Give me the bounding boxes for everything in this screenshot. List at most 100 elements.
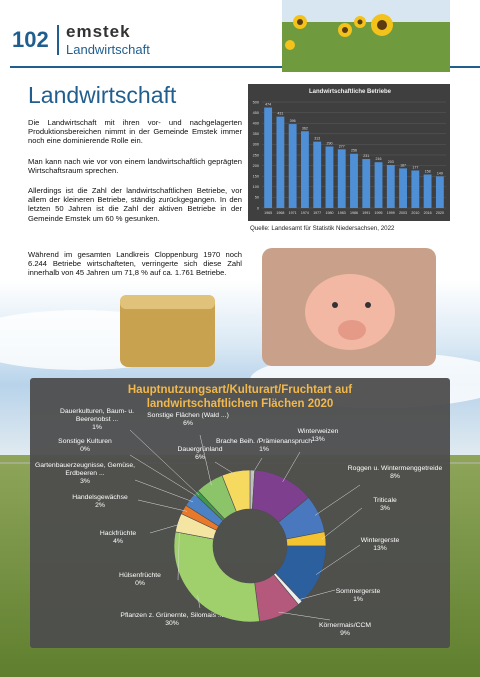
paragraph: Während im gesamten Landkreis Cloppenbur… bbox=[28, 250, 242, 278]
segment-label: Sonstige Flächen (Wald ...) 6% bbox=[133, 412, 243, 428]
source: Quelle: Landesamt für Statistik Niedersa… bbox=[250, 225, 395, 232]
segment-label: Hackfrüchte 4% bbox=[63, 530, 173, 546]
x-tick-label: 1974 bbox=[301, 211, 309, 215]
x-tick-label: 2003 bbox=[399, 211, 407, 215]
segment-value: 4% bbox=[113, 538, 123, 546]
bar bbox=[362, 159, 371, 208]
segment-label: Pflanzen z. Grünernte, Silomais ... 30% bbox=[117, 612, 227, 628]
x-tick-label: 1991 bbox=[362, 211, 370, 215]
value-label: 187 bbox=[400, 163, 406, 167]
segment-label: Handelsgewächse 2% bbox=[45, 494, 155, 510]
segment-name: Triticale bbox=[373, 497, 397, 504]
bar bbox=[264, 107, 273, 208]
segment-value: 13% bbox=[311, 436, 325, 444]
bar bbox=[276, 116, 285, 208]
x-tick-label: 1977 bbox=[313, 211, 321, 215]
segment-value: 13% bbox=[373, 545, 387, 553]
x-tick-label: 1986 bbox=[350, 211, 358, 215]
x-tick-label: 2016 bbox=[424, 211, 432, 215]
x-tick-label: 1995 bbox=[375, 211, 383, 215]
leader-line bbox=[297, 589, 336, 601]
segment-label: Wintergerste 13% bbox=[325, 537, 435, 553]
value-label: 256 bbox=[351, 149, 357, 153]
value-label: 177 bbox=[412, 165, 418, 169]
segment-value: 9% bbox=[340, 630, 350, 638]
segment-label: Dauerkulturen, Baum- u. Beerenobst ... 1% bbox=[42, 408, 152, 433]
x-tick-label: 1971 bbox=[289, 211, 297, 215]
y-tick-label: 350 bbox=[253, 132, 259, 136]
value-label: 362 bbox=[302, 126, 308, 130]
leader-line bbox=[214, 461, 237, 476]
segment-name: Sonstige Kulturen bbox=[58, 438, 112, 445]
leader-line bbox=[199, 434, 212, 486]
x-tick-label: 2010 bbox=[411, 211, 419, 215]
y-tick-label: 150 bbox=[253, 175, 259, 179]
value-label: 313 bbox=[314, 137, 320, 141]
value-label: 149 bbox=[437, 171, 443, 175]
segment-value: 2% bbox=[95, 502, 105, 510]
y-tick-label: 250 bbox=[253, 153, 259, 157]
donut-chart-panel bbox=[30, 378, 450, 648]
segment-label: Roggen u. Wintermenggetreide 8% bbox=[340, 465, 450, 481]
bar bbox=[350, 153, 358, 208]
y-tick-label: 100 bbox=[253, 185, 259, 189]
bar bbox=[386, 164, 395, 208]
value-label: 203 bbox=[388, 160, 394, 164]
leader-line bbox=[129, 429, 200, 496]
value-label: 277 bbox=[339, 144, 345, 148]
bar bbox=[399, 168, 407, 208]
leader-line bbox=[278, 611, 331, 621]
segment-value: 1% bbox=[353, 596, 363, 604]
segment-label: Winterweizen 13% bbox=[263, 428, 373, 444]
segment-name: Gartenbauerzeugnisse, Gemüse, Erdbeeren … bbox=[34, 462, 136, 478]
y-tick-label: 500 bbox=[253, 100, 259, 104]
segment-label: Sonstige Kulturen 0% bbox=[30, 438, 140, 454]
paragraph: Die Landwirtschaft mit ihren vor- und na… bbox=[28, 118, 242, 146]
donut-chart-title: Hauptnutzungsart/Kulturart/Fruchtart auf… bbox=[127, 384, 353, 410]
segment-name: Hackfrüchte bbox=[99, 530, 137, 537]
y-tick-label: 0 bbox=[257, 206, 259, 210]
bar bbox=[325, 146, 334, 208]
segment-name: Sonstige Flächen (Wald ...) bbox=[147, 412, 229, 419]
leader-line bbox=[252, 457, 263, 475]
leader-line bbox=[134, 479, 194, 503]
value-label: 290 bbox=[326, 142, 332, 146]
bar bbox=[313, 141, 322, 208]
article-title: Landwirtschaft bbox=[28, 82, 177, 108]
leader-line bbox=[315, 484, 361, 516]
segment-value: 1% bbox=[259, 446, 269, 454]
segment-value: 3% bbox=[380, 505, 390, 513]
segment-value: 6% bbox=[195, 454, 205, 462]
segment-value: 3% bbox=[80, 478, 90, 486]
sunflowers bbox=[285, 14, 393, 50]
segment-label: Sommergerste 1% bbox=[303, 588, 413, 604]
y-tick-label: 300 bbox=[253, 143, 259, 147]
segment-value: 30% bbox=[165, 620, 179, 628]
segment-name: Roggen u. Wintermenggetreide bbox=[347, 465, 443, 472]
x-tick-label: 1968 bbox=[276, 211, 284, 215]
page-number: 102 bbox=[12, 27, 49, 52]
segment-name: Handelsgewächse bbox=[72, 494, 128, 501]
segment-name: Dauergrünland bbox=[177, 446, 223, 453]
value-label: 231 bbox=[363, 154, 369, 158]
brand: emstek bbox=[66, 22, 131, 41]
hay-top bbox=[120, 295, 215, 309]
segment-label: Triticale 3% bbox=[330, 497, 440, 513]
segment-label: Gartenbauerzeugnisse, Gemüse, Erdbeeren … bbox=[30, 462, 140, 487]
bar bbox=[411, 170, 420, 208]
x-tick-label: 1980 bbox=[325, 211, 333, 215]
x-tick-label: 2020 bbox=[436, 211, 444, 215]
leader-line bbox=[137, 499, 187, 512]
segment-value: 0% bbox=[80, 446, 90, 454]
segment-value: 1% bbox=[92, 424, 102, 432]
value-label: 431 bbox=[277, 112, 283, 116]
segment-name: Sommergerste bbox=[335, 588, 381, 595]
segment-name: Winterweizen bbox=[297, 428, 339, 435]
x-tick-label: 1983 bbox=[338, 211, 346, 215]
segment-name: Pflanzen z. Grünernte, Silomais ... bbox=[120, 612, 224, 619]
hay-bale bbox=[120, 295, 215, 367]
segment-value: 8% bbox=[390, 473, 400, 481]
segment-label: Brache Beih. /Prämienanspruch 1% bbox=[209, 438, 319, 454]
pig-snout bbox=[338, 320, 366, 340]
segment-name: Brache Beih. /Prämienanspruch bbox=[216, 438, 312, 445]
